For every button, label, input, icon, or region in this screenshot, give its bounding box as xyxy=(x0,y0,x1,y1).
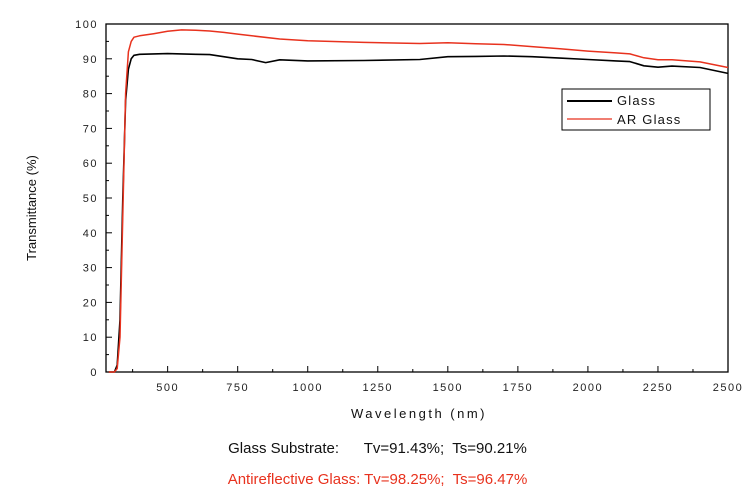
y-tick-label: 20 xyxy=(83,297,98,309)
y-tick-label: 70 xyxy=(83,123,98,135)
legend: Glass AR Glass xyxy=(561,88,711,131)
x-tick-label: 750 xyxy=(226,382,249,394)
glass-substrate-caption: Glass Substrate: Tv=91.43%; Ts=90.21% xyxy=(228,440,527,457)
antireflective-glass-caption: Antireflective Glass: Tv=98.25%; Ts=96.4… xyxy=(227,471,528,488)
y-tick-label: 60 xyxy=(83,158,98,170)
y-tick-label: 40 xyxy=(83,228,98,240)
y-tick-label: 90 xyxy=(83,54,98,66)
transmittance-chart: 0 10 20 30 40 50 60 70 80 90 100 500 750 1000 1250 1500… xyxy=(24,19,743,421)
x-tick-label: 1750 xyxy=(503,382,533,394)
y-tick-label: 0 xyxy=(90,367,98,379)
legend-label-glass: Glass xyxy=(617,93,656,108)
legend-box xyxy=(561,88,711,131)
legend-label-ar-glass: AR Glass xyxy=(617,112,682,127)
plot-area-frame xyxy=(105,23,729,373)
x-tick-label: 1500 xyxy=(433,382,463,394)
series-lines xyxy=(108,29,729,373)
x-tick-label: 2500 xyxy=(713,382,743,394)
y-tick-label: 100 xyxy=(75,19,98,31)
y-tick-label: 50 xyxy=(83,193,98,205)
x-tick-label: 500 xyxy=(156,382,179,394)
x-tick-label: 1250 xyxy=(363,382,393,394)
x-tick-label: 2250 xyxy=(643,382,673,394)
series-line-glass xyxy=(108,52,729,373)
series-line-ar-glass xyxy=(108,29,729,373)
x-tick-label: 2000 xyxy=(573,382,603,394)
y-tick-label: 80 xyxy=(83,89,98,101)
y-axis-title: Transmittance (%) xyxy=(24,155,39,261)
x-tick-label: 1000 xyxy=(292,382,322,394)
x-axis-title: Wavelength (nm) xyxy=(351,406,487,421)
axes: 0 10 20 30 40 50 60 70 80 90 100 500 750 1000 1250 1500… xyxy=(75,19,743,394)
y-tick-label: 30 xyxy=(83,263,98,275)
y-tick-label: 10 xyxy=(83,332,98,344)
